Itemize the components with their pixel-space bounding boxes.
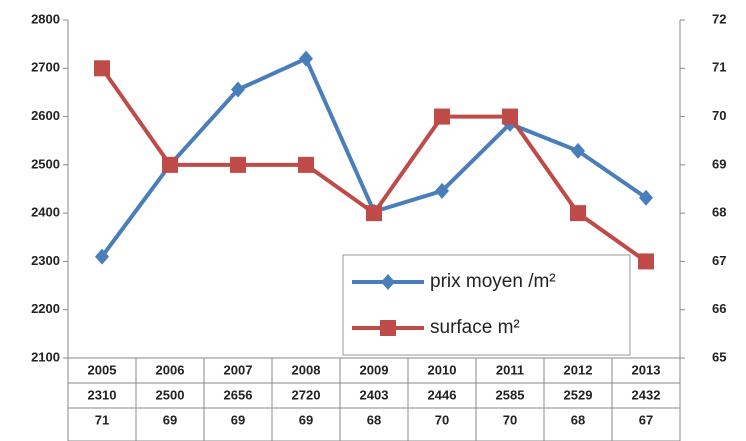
- data-point: [639, 189, 653, 206]
- data-point: [502, 108, 518, 125]
- x-tick-label: 2010: [428, 362, 457, 377]
- y-tick-label: 2400: [31, 205, 60, 220]
- x-tick-label: 2007: [224, 362, 253, 377]
- data-point: [570, 205, 586, 222]
- table-cell: 70: [435, 412, 449, 427]
- table-cell: 2720: [292, 387, 321, 402]
- y2-tick-label: 72: [712, 11, 726, 26]
- x-tick-label: 2012: [564, 362, 593, 377]
- legend: [342, 254, 631, 356]
- table-cell: 69: [231, 412, 245, 427]
- table-cell: 2432: [632, 387, 661, 402]
- table-cell: 2585: [496, 387, 525, 402]
- table-cell: 68: [367, 412, 381, 427]
- legend-label: surface m²: [430, 317, 520, 338]
- data-point: [435, 182, 449, 199]
- table-cell: 67: [639, 412, 653, 427]
- legend-marker: [380, 320, 396, 336]
- table-cell: 70: [503, 412, 517, 427]
- data-point: [162, 156, 178, 173]
- x-tick-label: 2008: [292, 362, 321, 377]
- y-tick-label: 2600: [31, 108, 60, 123]
- series-line: [100, 55, 648, 258]
- x-tick-label: 2013: [632, 362, 661, 377]
- table-cell: 2529: [564, 387, 593, 402]
- x-tick-label: 2009: [360, 362, 389, 377]
- data-point: [298, 156, 314, 173]
- table-cell: 2310: [88, 387, 117, 402]
- table-cell: 69: [163, 412, 177, 427]
- data-point: [571, 142, 585, 159]
- legend-marker: [381, 274, 395, 290]
- data-point: [230, 156, 246, 173]
- x-tick-label: 2011: [496, 362, 524, 377]
- y-tick-label: 2300: [31, 253, 60, 268]
- table-cell: 2446: [428, 387, 457, 402]
- y-tick-label: 2500: [31, 156, 60, 171]
- y2-tick-label: 66: [712, 301, 726, 316]
- y2-tick-label: 65: [712, 349, 726, 364]
- y2-tick-label: 70: [712, 108, 726, 123]
- y2-tick-label: 69: [712, 156, 726, 171]
- x-tick-label: 2005: [88, 362, 117, 377]
- data-point: [366, 205, 382, 222]
- data-point: [231, 81, 245, 98]
- table-cell: 2403: [360, 387, 389, 402]
- table-cell: 2656: [224, 387, 253, 402]
- y2-tick-label: 67: [712, 253, 726, 268]
- y-tick-label: 2200: [31, 301, 60, 316]
- y-tick-label: 2700: [31, 60, 60, 75]
- y-tick-label: 2800: [31, 11, 60, 26]
- x-tick-label: 2006: [156, 362, 185, 377]
- data-point: [95, 248, 109, 265]
- table-cell: 68: [571, 412, 585, 427]
- table-cell: 71: [95, 412, 109, 427]
- table-cell: 69: [299, 412, 313, 427]
- legend-label: prix moyen /m²: [430, 271, 556, 292]
- table-cell: 2500: [156, 387, 185, 402]
- y-tick-label: 2100: [31, 349, 60, 364]
- data-point: [299, 50, 313, 67]
- y2-tick-label: 68: [712, 205, 726, 220]
- data-point: [638, 253, 654, 270]
- y2-tick-label: 71: [712, 60, 726, 75]
- data-point: [94, 60, 110, 77]
- data-point: [434, 108, 450, 125]
- series-line: [100, 67, 648, 264]
